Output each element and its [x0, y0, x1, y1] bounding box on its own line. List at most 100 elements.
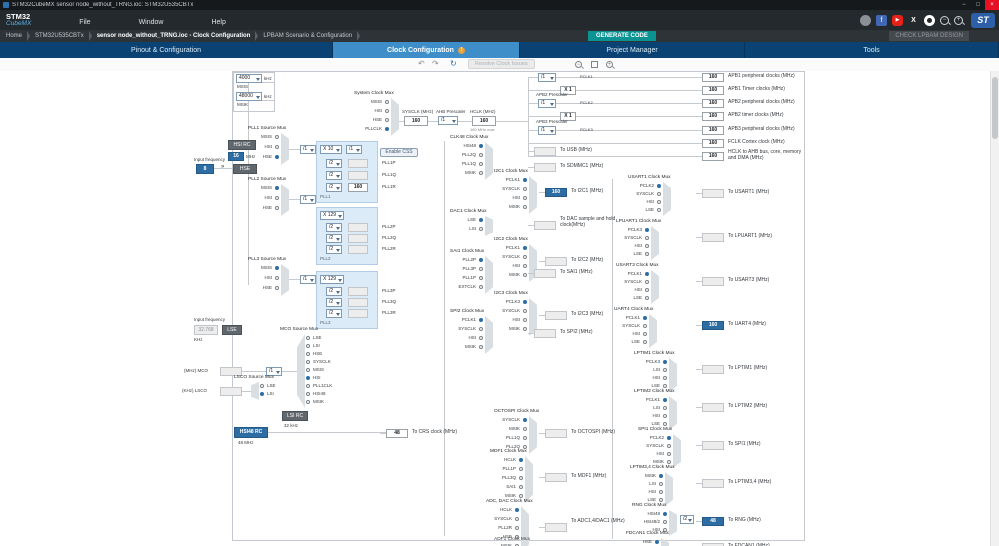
usart3-clock-mux-option-hsi-radio[interactable]	[645, 288, 649, 292]
lptim3-4-clock-mux-option-msik-radio[interactable]	[659, 474, 663, 478]
sai1-clock-mux-option-pll2p-radio[interactable]	[479, 258, 483, 262]
menu-help[interactable]: Help	[211, 19, 226, 26]
apb1-timer-clocks-mhz-value[interactable]: 160	[702, 86, 724, 95]
spi2-clock-mux-option-sysclk-radio[interactable]	[479, 327, 483, 331]
mco-source-mux-option-lse-radio[interactable]	[306, 336, 310, 340]
lptim2-clock-mux-option-pclk1-radio[interactable]	[663, 398, 667, 402]
undo-icon[interactable]: ↶	[418, 59, 425, 68]
pll1-source-mux-option-msis-radio[interactable]	[275, 135, 279, 139]
apb1-prescaler-dropdown[interactable]: /1	[538, 73, 556, 82]
pll3-m-dropdown[interactable]: /1	[300, 275, 316, 284]
to-uart4-mhz-value[interactable]: 160	[702, 321, 724, 330]
pll2-m-dropdown[interactable]: /1	[300, 195, 316, 204]
zoom-out-icon[interactable]: −	[575, 61, 582, 68]
mco-source-mux-option-msik-radio[interactable]	[306, 400, 310, 404]
lptim1-clock-mux-option-hsi-radio[interactable]	[663, 376, 667, 380]
pll3-source-mux-option-hse-radio[interactable]	[275, 286, 279, 290]
spi2-clock-mux-option-pclk1-radio[interactable]	[479, 318, 483, 322]
close-button[interactable]: ×	[985, 0, 999, 10]
menu-window[interactable]: Window	[138, 19, 164, 26]
octospi-clock-mux-option-pll2q-radio[interactable]	[523, 445, 527, 449]
lptim2-clock-mux-option-lsi-radio[interactable]	[663, 406, 667, 410]
to-rng-mhz-value[interactable]: 48	[702, 517, 724, 526]
clk48-clock-mux-option-hsi48-radio[interactable]	[479, 144, 483, 148]
zoom-out-icon[interactable]: −	[940, 15, 949, 25]
dac1-clock-mux-option-lse-radio[interactable]	[479, 218, 483, 222]
i2c3-clock-mux-option-sysclk-radio[interactable]	[523, 309, 527, 313]
apb3-prescaler-dropdown[interactable]: /1	[538, 126, 556, 135]
mco-source-mux-option-hsi48-radio[interactable]	[306, 392, 310, 396]
usart3-clock-mux-option-pclk1-radio[interactable]	[645, 272, 649, 276]
fclk-cortex-clock-mhz-value[interactable]: 160	[702, 139, 724, 148]
uart4-clock-mux-option-sysclk-radio[interactable]	[643, 324, 647, 328]
x-twitter-icon[interactable]: X	[911, 16, 916, 24]
system-clock-mux-option-msis-radio[interactable]	[385, 100, 389, 104]
mco-source-mux-option-pll1clk-radio[interactable]	[306, 384, 310, 388]
lsco-source-mux-option-lsi-radio[interactable]	[260, 392, 264, 396]
pll1-n-dropdown[interactable]: X 10	[320, 145, 342, 154]
zoom-in-icon[interactable]: +	[606, 61, 613, 68]
usart1-clock-mux-option-pclk2-radio[interactable]	[657, 184, 661, 188]
lptim1-clock-mux-option-pclk3-radio[interactable]	[663, 360, 667, 364]
breadcrumb-item-sensor-node-without-trng-ioc-clock-configuration[interactable]: sensor node_without_TRNG.ioc - Clock Con…	[96, 33, 251, 39]
clk48-clock-mux-option-pll2q-radio[interactable]	[479, 153, 483, 157]
tab-tools[interactable]: Tools	[745, 42, 999, 58]
lptim3-4-clock-mux-option-lsi-radio[interactable]	[659, 482, 663, 486]
lptim2-clock-mux-option-lse-radio[interactable]	[663, 422, 667, 426]
adc-dac-clock-mux-option-msik-radio[interactable]	[515, 544, 519, 546]
usart3-clock-mux-option-sysclk-radio[interactable]	[645, 280, 649, 284]
pll2-r-dropdown[interactable]: /2	[326, 245, 342, 254]
mco-divider-dropdown[interactable]: /1	[266, 367, 282, 376]
clock-tree-canvas[interactable]: HSI RC 16 8 HSE 32.768 LSE LSI RC HSI48 RC X 1 X …	[0, 71, 999, 546]
uart4-clock-mux-option-pclk1-radio[interactable]	[643, 316, 647, 320]
system-clock-mux-option-hsi-radio[interactable]	[385, 109, 389, 113]
rng-clock-mux-option-hsi48-2-radio[interactable]	[663, 520, 667, 524]
i2c3-clock-mux-option-msik-radio[interactable]	[523, 327, 527, 331]
lpuart1-clock-mux-option-pclk3-radio[interactable]	[645, 228, 649, 232]
octospi-clock-mux-option-sysclk-radio[interactable]	[523, 418, 527, 422]
ahb-prescaler-dropdown[interactable]: /1	[438, 116, 458, 125]
pll3-source-mux-option-hsi-radio[interactable]	[275, 276, 279, 280]
tab-clock-configuration[interactable]: Clock Configuration!	[333, 42, 520, 58]
sai1-clock-mux-option-extclk-radio[interactable]	[479, 285, 483, 289]
mco-source-mux-option-sysclk-radio[interactable]	[306, 360, 310, 364]
pll3-p-dropdown[interactable]: /2	[326, 287, 342, 296]
breadcrumb-item-home[interactable]: Home	[6, 33, 23, 39]
lsco-source-mux-option-lse-radio[interactable]	[260, 384, 264, 388]
clk48-clock-mux-option-msik-radio[interactable]	[479, 171, 483, 175]
pll2-q-dropdown[interactable]: /2	[326, 234, 342, 243]
uart4-clock-mux-option-lse-radio[interactable]	[643, 340, 647, 344]
uart4-clock-mux-option-hsi-radio[interactable]	[643, 332, 647, 336]
hse-input-frequency[interactable]: 8	[196, 164, 214, 174]
adc-dac-clock-mux-option-hclk-radio[interactable]	[515, 508, 519, 512]
breadcrumb-item-lpbam-scenario-configuration[interactable]: LPBAM Scenario & Configuration	[263, 33, 353, 39]
vertical-scrollbar[interactable]	[990, 71, 999, 546]
msis-frequency-dropdown[interactable]: 4000	[236, 74, 262, 83]
adc-dac-clock-mux-option-hse-radio[interactable]	[515, 535, 519, 539]
pll1-p-dropdown[interactable]: /2	[326, 159, 342, 168]
i2c1-clock-mux-option-sysclk-radio[interactable]	[523, 187, 527, 191]
spi1-clock-mux-option-msik-radio[interactable]	[667, 460, 671, 464]
usart1-clock-mux-option-sysclk-radio[interactable]	[657, 192, 661, 196]
redo-icon[interactable]: ↷	[432, 59, 439, 68]
pll3-n-dropdown[interactable]: X 129	[320, 275, 344, 284]
enable-css-button[interactable]: Enable CSS	[380, 148, 418, 157]
lpuart1-clock-mux-option-sysclk-radio[interactable]	[645, 236, 649, 240]
usart1-clock-mux-option-hsi-radio[interactable]	[657, 200, 661, 204]
facebook-icon[interactable]: f	[876, 14, 887, 26]
apb3-peripheral-clocks-mhz-value[interactable]: 160	[702, 126, 724, 135]
spi1-clock-mux-option-sysclk-radio[interactable]	[667, 444, 671, 448]
system-clock-mux-option-pllclk-radio[interactable]	[385, 127, 389, 131]
apb1-peripheral-clocks-mhz-value[interactable]: 160	[702, 73, 724, 82]
lptim2-clock-mux-option-hsi-radio[interactable]	[663, 414, 667, 418]
spi2-clock-mux-option-msik-radio[interactable]	[479, 345, 483, 349]
mco-source-mux-option-msis-radio[interactable]	[306, 368, 310, 372]
tab-pinout-configuration[interactable]: Pinout & Configuration	[0, 42, 333, 58]
lptim3-4-clock-mux-option-hsi-radio[interactable]	[659, 490, 663, 494]
lptim3-4-clock-mux-option-lse-radio[interactable]	[659, 498, 663, 502]
pll2-p-dropdown[interactable]: /2	[326, 223, 342, 232]
pll3-source-mux-option-msis-radio[interactable]	[275, 266, 279, 270]
pll3-q-dropdown[interactable]: /2	[326, 298, 342, 307]
i2c2-clock-mux-option-hsi-radio[interactable]	[523, 264, 527, 268]
rng-clock-mux-option-hsi-radio[interactable]	[663, 528, 667, 532]
